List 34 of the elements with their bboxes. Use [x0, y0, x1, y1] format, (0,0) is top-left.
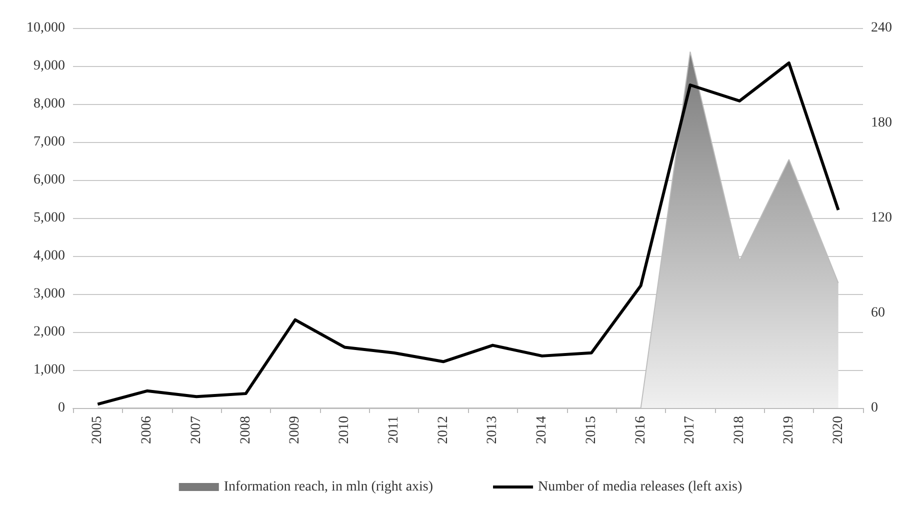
x-tick-label: 2012 [436, 416, 451, 444]
y-tick-label: 10,000 [26, 20, 65, 36]
y-tick-label: 2,000 [34, 324, 65, 340]
x-tick-label: 2020 [830, 416, 846, 444]
y-tick-label: 8,000 [34, 96, 65, 112]
x-tick-label: 2011 [386, 416, 402, 444]
x-tick-label: 2017 [682, 416, 698, 444]
y2-tick-label: 0 [871, 400, 878, 416]
y-tick-label: 5,000 [34, 210, 65, 226]
y-tick-label: 1,000 [34, 362, 65, 378]
y2-tick-label: 240 [871, 20, 892, 36]
x-tick-label: 2005 [90, 416, 106, 444]
legend-label: Number of media releases (left axis) [538, 480, 742, 494]
x-tick-label: 2010 [337, 416, 352, 444]
x-tick-label: 2009 [288, 416, 303, 444]
x-tick-label: 2006 [140, 416, 155, 444]
y-tick-label: 4,000 [34, 248, 65, 264]
y-tick-label: 7,000 [34, 134, 65, 150]
x-tick-label: 2013 [485, 416, 500, 444]
legend-label: Information reach, in mln (right axis) [224, 480, 434, 494]
y2-tick-label: 180 [871, 116, 892, 130]
x-tick-label: 2007 [188, 416, 204, 444]
x-tick-label: 2015 [584, 416, 599, 444]
x-tick-label: 2008 [238, 416, 254, 444]
x-tick-label: 2018 [732, 416, 748, 444]
y-tick-label: 6,000 [34, 172, 65, 188]
y-tick-label: 3,000 [34, 286, 65, 302]
x-tick-label: 2014 [534, 416, 550, 444]
y-tick-label: 0 [58, 400, 65, 416]
x-tick-label: 2019 [781, 416, 796, 444]
y2-tick-label: 60 [871, 306, 885, 320]
x-tick-label: 2016 [633, 416, 648, 444]
y-tick-label: 9,000 [34, 58, 65, 74]
y2-tick-label: 120 [871, 210, 892, 226]
